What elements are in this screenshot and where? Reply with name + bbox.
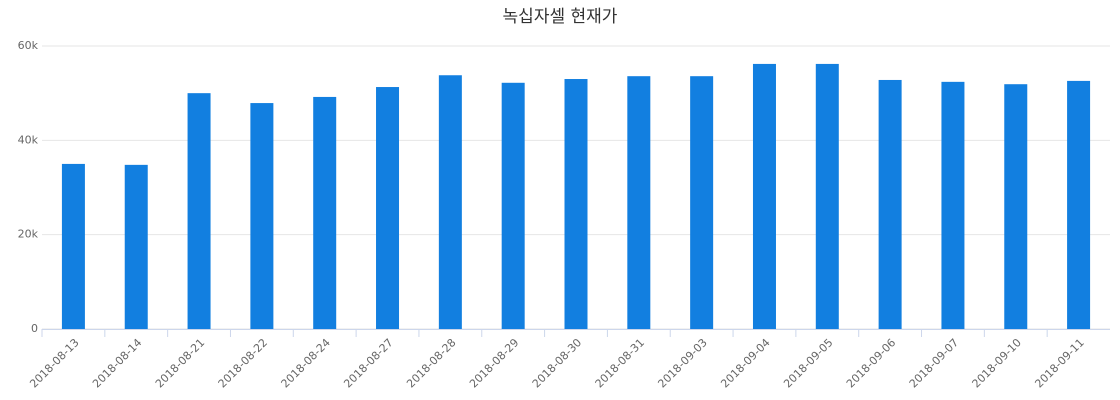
y-tick-label: 20k (18, 228, 39, 241)
x-tick-label: 2018-08-14 (90, 336, 144, 390)
bar (878, 79, 902, 330)
bar (815, 63, 839, 329)
x-tick-label: 2018-09-03 (655, 336, 709, 390)
bar (376, 87, 400, 329)
x-tick-label: 2018-09-06 (844, 336, 898, 390)
x-tick-label: 2018-08-31 (593, 336, 647, 390)
x-tick-label: 2018-08-24 (279, 336, 333, 390)
y-tick-label: 60k (18, 39, 39, 52)
bar (752, 63, 776, 329)
x-tick-label: 2018-08-27 (341, 336, 395, 390)
x-tick-label: 2018-09-10 (970, 336, 1024, 390)
x-tick-label: 2018-08-30 (530, 336, 584, 390)
x-tick-label: 2018-08-21 (153, 336, 207, 390)
bar (1004, 84, 1028, 329)
x-tick-label: 2018-09-07 (907, 336, 961, 390)
x-tick-label: 2018-09-04 (718, 336, 772, 390)
x-tick-label: 2018-08-29 (467, 336, 521, 390)
bar (187, 93, 211, 330)
bar (627, 76, 651, 329)
y-tick-label: 40k (18, 133, 39, 146)
x-tick-label: 2018-09-11 (1032, 336, 1086, 390)
chart-title: 녹십자셀 현재가 (503, 7, 618, 27)
bar (250, 103, 274, 330)
bar (690, 76, 714, 329)
x-tick-label: 2018-09-05 (781, 336, 835, 390)
x-tick-label: 2018-08-22 (216, 336, 270, 390)
bar (313, 96, 337, 329)
y-tick-label: 0 (31, 322, 38, 335)
bar (941, 81, 965, 329)
bar (1067, 80, 1091, 329)
x-tick-label: 2018-08-28 (404, 336, 458, 390)
x-tick-label: 2018-08-13 (27, 336, 81, 390)
bar (438, 75, 462, 329)
bar (564, 79, 588, 330)
bar (124, 164, 148, 329)
bar (501, 82, 525, 329)
bar (61, 163, 85, 329)
